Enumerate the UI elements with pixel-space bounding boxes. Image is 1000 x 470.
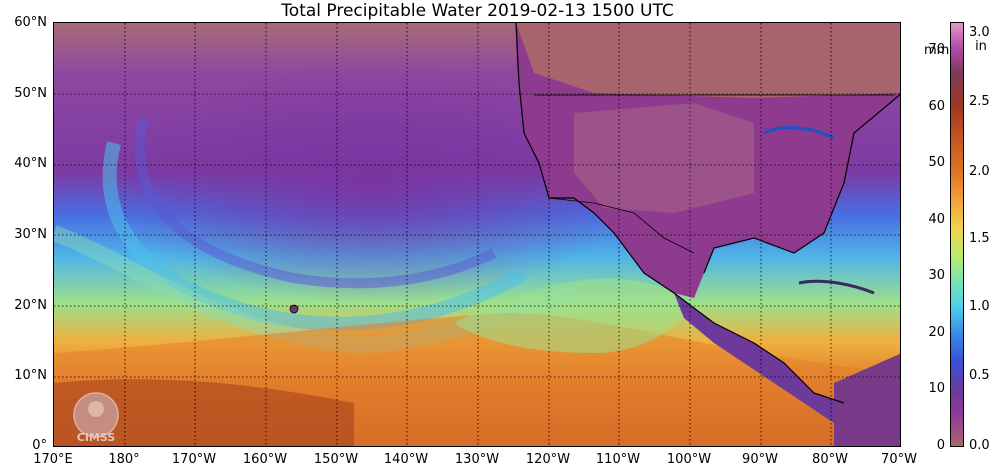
coastline	[703, 93, 900, 274]
in-tick: 1.0	[969, 299, 990, 314]
tropical-moisture	[54, 379, 354, 446]
lon-label: 180°	[108, 452, 140, 467]
lat-label: 0°	[32, 438, 47, 453]
lat-label: 50°N	[14, 86, 47, 101]
lon-label: 70°W	[881, 452, 917, 467]
moisture-band	[102, 141, 528, 331]
us-mexico-border	[548, 197, 695, 254]
tpw-map: CIMSS	[53, 22, 901, 447]
lon-label: 170°E	[33, 452, 73, 467]
lon-label: 130°W	[454, 452, 500, 467]
colorbar	[950, 22, 964, 447]
mm-tick: 10	[928, 381, 945, 396]
cimss-logo: CIMSS	[73, 392, 119, 444]
colorbar-mm-unit: mm	[924, 43, 950, 58]
graticule	[54, 23, 900, 446]
canada-dry	[516, 23, 900, 98]
mm-tick: 20	[928, 325, 945, 340]
map-title: Total Precipitable Water 2019-02-13 1500…	[281, 1, 674, 21]
mm-tick: 50	[928, 155, 945, 170]
mm-tick: 40	[928, 212, 945, 227]
in-tick: 0.5	[969, 368, 990, 383]
lat-label: 60°N	[14, 15, 47, 30]
moisture-band	[134, 116, 497, 289]
lon-label: 160°W	[242, 452, 288, 467]
interior-us	[574, 103, 754, 213]
lon-label: 100°W	[666, 452, 712, 467]
mm-tick: 70	[928, 42, 945, 57]
lat-label: 20°N	[14, 298, 47, 313]
in-tick: 2.5	[969, 94, 990, 109]
lat-label: 40°N	[14, 156, 47, 171]
coastline	[515, 23, 845, 404]
lon-label: 170°W	[171, 452, 217, 467]
lat-label: 10°N	[14, 368, 47, 383]
in-tick: 3.0	[969, 25, 990, 40]
colorbar-in-unit: in	[975, 39, 987, 54]
mm-tick: 30	[928, 268, 945, 283]
mm-tick: 60	[928, 99, 945, 114]
hawaii-islands	[289, 304, 299, 314]
in-tick: 0.0	[969, 438, 990, 453]
cuba-outline	[798, 279, 875, 295]
in-tick: 1.5	[969, 231, 990, 246]
mm-tick: 0	[936, 438, 945, 453]
lon-label: 80°W	[812, 452, 848, 467]
lon-label: 140°W	[383, 452, 429, 467]
moist-plume	[454, 278, 683, 353]
dry-air-region	[114, 63, 634, 303]
lon-label: 110°W	[595, 452, 641, 467]
great-lakes	[763, 126, 835, 140]
logo-text: CIMSS	[77, 431, 116, 444]
lat-label: 30°N	[14, 227, 47, 242]
lon-label: 150°W	[313, 452, 359, 467]
lon-label: 90°W	[742, 452, 778, 467]
lon-label: 120°W	[525, 452, 571, 467]
in-tick: 2.0	[969, 164, 990, 179]
